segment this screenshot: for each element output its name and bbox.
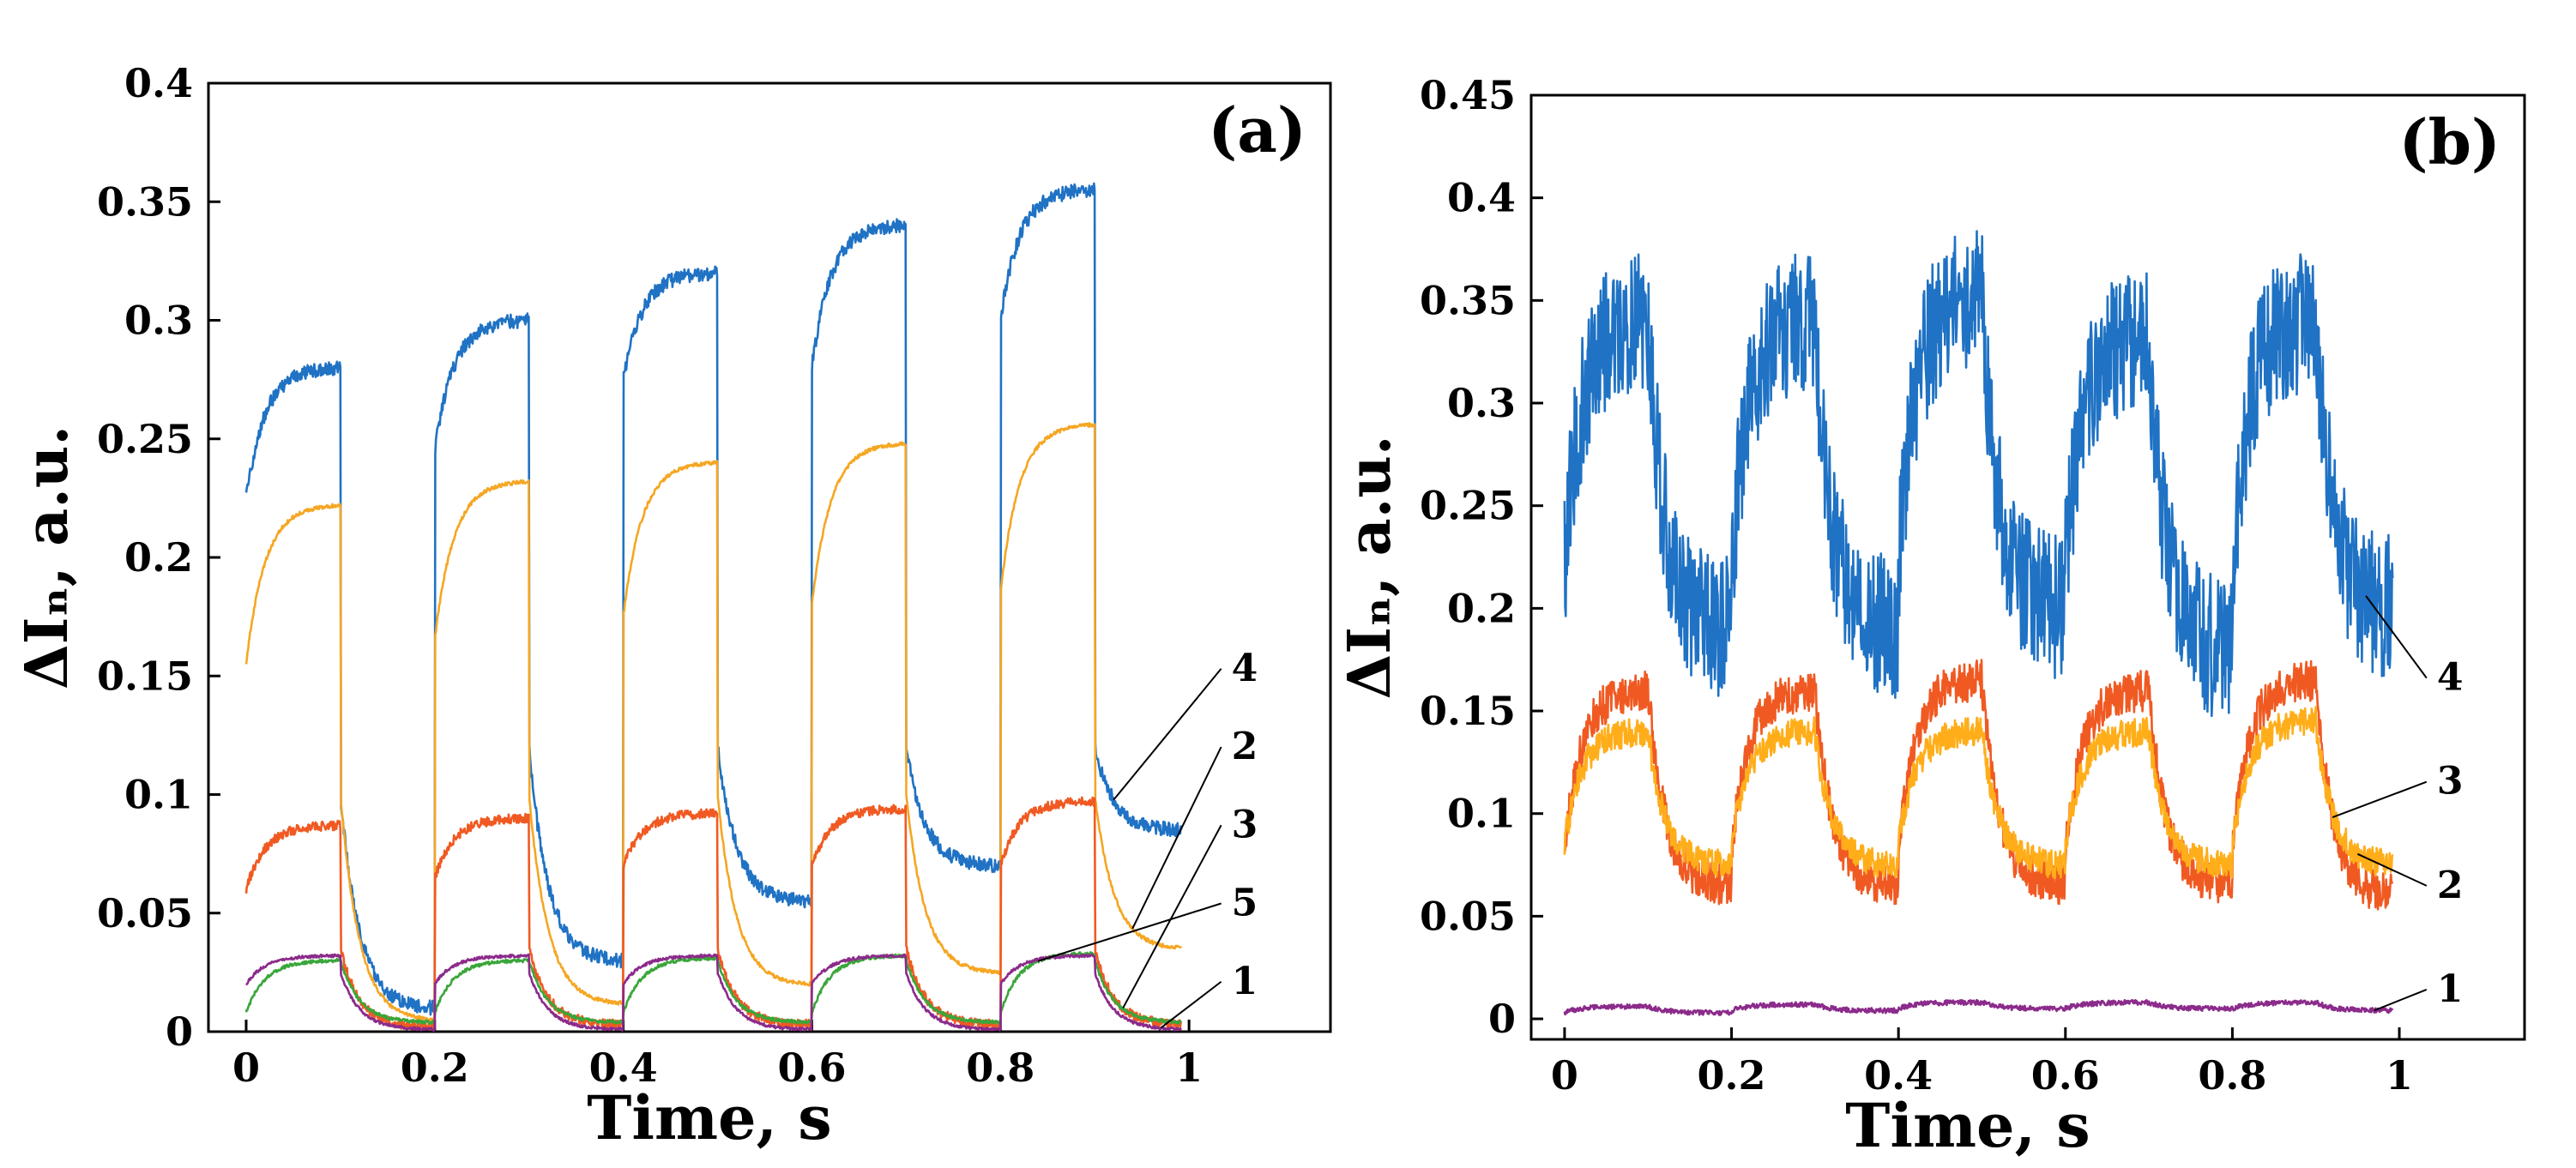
x-tick-label: 0.4: [1864, 1052, 1933, 1099]
y-tick-label: 0.45: [1420, 72, 1516, 118]
y-tick-label: 0.2: [1447, 585, 1516, 631]
y-tick-label: 0.1: [1447, 791, 1516, 837]
y-tick-label: 0.15: [1420, 688, 1516, 734]
panel-a: (a) Time, s ΔIₙ, a.u. 0 0.2 0.4 0.6 0.8 1 0 0.0…: [13, 60, 1332, 1153]
curve-label: 5: [1232, 882, 1258, 925]
curve-label: 4: [2437, 656, 2464, 700]
x-tick-label: 1: [1175, 1045, 1203, 1091]
series-line-3: [1563, 659, 2394, 911]
y-tick-label: 0.4: [124, 60, 193, 106]
x-tick-label: 0.8: [2198, 1052, 2266, 1099]
curve-label-leader: [1160, 980, 1222, 1029]
x-tick-label: 1: [2386, 1052, 2413, 1099]
x-tick-label: 0.2: [1698, 1052, 1766, 1099]
y-tick-label: 0.05: [1420, 893, 1516, 939]
series-line-1: [245, 953, 1182, 1032]
y-tick-label: 0: [1488, 996, 1516, 1042]
curve-label-leader: [1131, 746, 1222, 930]
curve-label: 1: [1232, 960, 1258, 1003]
series-line-2: [1563, 706, 2394, 880]
curve-label-leader: [1037, 902, 1222, 962]
y-tick-label: 0.25: [97, 416, 193, 462]
y-tick-label: 0.3: [124, 298, 193, 344]
y-tick-label: 0.35: [1420, 277, 1516, 323]
curve-label-leader: [1113, 668, 1222, 801]
curve-label: 2: [1232, 725, 1258, 768]
y-tick-label: 0.1: [124, 772, 193, 818]
panel-b-x-axis-title: Time, s: [1845, 1090, 2090, 1161]
series-line-4: [244, 182, 1183, 1016]
series-line-2: [244, 422, 1183, 1022]
curve-label: 4: [1232, 647, 1258, 690]
panel-b-y-axis-title: ΔIₙ, a.u.: [1336, 435, 1404, 699]
curve-label: 1: [2437, 967, 2464, 1011]
x-tick-label: 0.8: [966, 1045, 1035, 1091]
x-tick-label: 0.2: [401, 1045, 469, 1091]
y-tick-label: 0.35: [97, 178, 193, 225]
panel-b-label: (b): [2399, 105, 2501, 178]
curve-label-leader: [1122, 824, 1222, 1008]
curve-label-leader: [2365, 595, 2428, 679]
y-tick-label: 0.05: [97, 890, 193, 936]
panel-a-y-axis-title: ΔIₙ, a.u.: [13, 425, 81, 689]
curve-label: 2: [2437, 864, 2464, 907]
x-tick-label: 0.6: [2031, 1052, 2100, 1099]
panel-a-x-axis-title: Time, s: [587, 1082, 831, 1153]
x-tick-label: 0.6: [777, 1045, 846, 1091]
x-tick-label: 0.4: [589, 1045, 658, 1091]
panel-b: (b) Time, s ΔIₙ, a.u. 0 0.2 0.4 0.6 0.8 1 0 0.0…: [1336, 72, 2526, 1161]
y-tick-label: 0.15: [97, 653, 193, 699]
y-tick-label: 0.25: [1420, 483, 1516, 529]
x-tick-label: 0: [1551, 1052, 1578, 1099]
curve-label-leader: [2374, 989, 2428, 1012]
curve-label-leader: [2332, 780, 2428, 819]
y-tick-label: 0.3: [1447, 380, 1516, 426]
x-tick-label: 0: [232, 1045, 260, 1091]
plot-area-frame: [1529, 93, 2526, 1041]
y-tick-label: 0.2: [124, 534, 193, 581]
series-line-4: [1563, 230, 2394, 718]
series-line-5: [244, 951, 1182, 1025]
panel-a-label: (a): [1208, 93, 1306, 166]
curve-label-leader: [2356, 852, 2428, 887]
series-line-1: [1563, 998, 2394, 1016]
y-tick-label: 0: [166, 1008, 193, 1055]
curve-label: 3: [2437, 760, 2464, 804]
curve-label: 3: [1232, 803, 1258, 846]
y-tick-label: 0.4: [1447, 175, 1516, 221]
series-line-3: [244, 796, 1183, 1031]
